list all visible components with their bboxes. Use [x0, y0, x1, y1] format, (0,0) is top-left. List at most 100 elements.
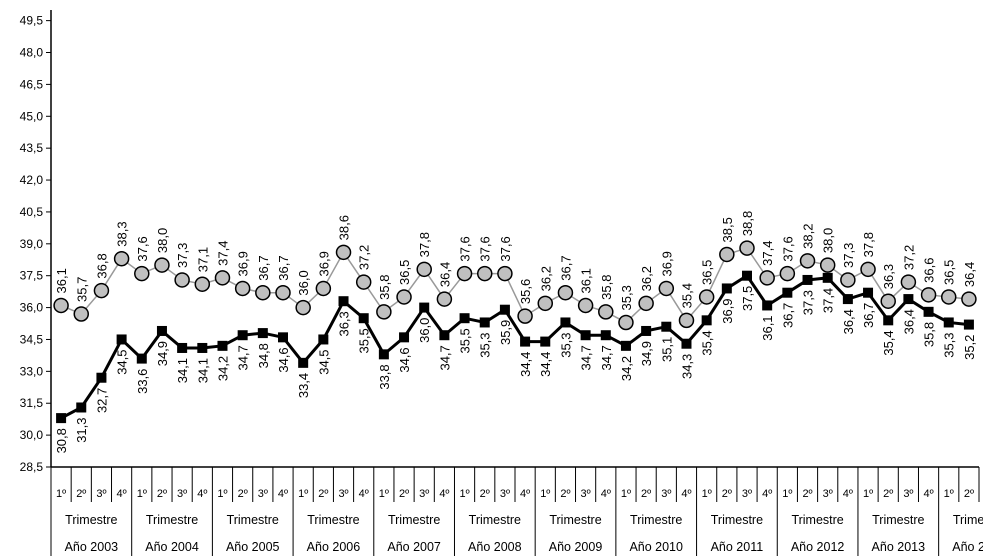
quarter-label: 1º [298, 488, 308, 500]
data-label: 36,5 [942, 260, 957, 285]
data-label: 38,6 [337, 215, 352, 240]
data-label: 36,8 [94, 253, 109, 278]
data-point [497, 265, 513, 282]
data-label: 38,8 [740, 211, 755, 236]
data-label: 34,6 [276, 347, 291, 372]
data-point [53, 297, 69, 314]
data-point [257, 328, 268, 339]
data-label: 34,2 [215, 356, 230, 381]
data-label: 36,9 [236, 251, 251, 276]
data-label: 33,8 [377, 364, 392, 389]
quarter-label: 3º [419, 488, 429, 500]
quarter-label: 4º [359, 488, 369, 500]
quarter-label: 1º [782, 488, 792, 500]
y-tick-label: 42,0 [20, 173, 44, 187]
data-label: 36,0 [417, 318, 432, 343]
quarter-label: 2º [480, 488, 490, 500]
trimestre-label: Trimestre [549, 513, 601, 527]
data-point [600, 330, 611, 341]
data-point [880, 293, 896, 309]
data-label: 35,9 [498, 320, 513, 345]
data-label: 37,6 [780, 236, 795, 261]
data-point [661, 321, 672, 332]
data-label: 36,3 [337, 311, 352, 336]
data-point [315, 280, 332, 297]
data-point [961, 291, 977, 307]
y-tick-label: 33,0 [20, 364, 44, 378]
data-label: 38,3 [115, 221, 130, 246]
data-label: 35,4 [881, 330, 896, 355]
data-point [762, 300, 773, 311]
year-label: Año 2004 [145, 540, 199, 554]
data-label: 36,6 [922, 258, 937, 283]
trimestre-label: Trimestre [227, 513, 279, 527]
data-label: 32,7 [94, 388, 109, 413]
data-label: 37,4 [760, 241, 775, 266]
data-point [237, 330, 248, 341]
data-point [217, 340, 228, 351]
data-point [234, 280, 251, 297]
data-point [782, 287, 793, 298]
data-label: 35,1 [659, 337, 674, 362]
data-point [883, 315, 894, 326]
year-label: Año 2006 [307, 540, 361, 554]
data-label: 35,4 [700, 330, 715, 355]
data-label: 34,6 [397, 347, 412, 372]
data-point [577, 297, 594, 314]
data-label: 37,2 [901, 245, 916, 270]
data-point [940, 289, 957, 305]
quarter-label: 3º [338, 488, 348, 500]
data-label: 36,4 [841, 309, 856, 334]
trimestre-label: Trimestre [872, 513, 924, 527]
data-point [214, 270, 231, 286]
data-label: 36,1 [760, 315, 775, 340]
y-tick-label: 28,5 [20, 460, 44, 474]
data-label: 37,2 [357, 245, 372, 270]
data-label: 34,1 [195, 358, 210, 383]
quarter-label: 4º [681, 488, 691, 500]
data-label: 34,2 [619, 356, 634, 381]
data-point [943, 317, 954, 328]
year-label: Año 2010 [629, 540, 683, 554]
data-label: 35,8 [922, 322, 937, 347]
data-label: 36,2 [538, 266, 553, 291]
data-point [116, 334, 127, 345]
data-point [822, 272, 833, 283]
data-label: 34,5 [115, 349, 130, 374]
data-label: 35,5 [458, 328, 473, 353]
trimestre-label: Trimestre [630, 513, 682, 527]
data-label: 34,4 [518, 352, 533, 377]
data-label: 36,9 [720, 298, 735, 323]
data-label: 36,9 [316, 251, 331, 276]
y-tick-label: 46,5 [20, 77, 44, 91]
quarter-label: 4º [843, 488, 853, 500]
data-label: 37,3 [801, 290, 816, 315]
data-label: 36,4 [901, 309, 916, 334]
y-axis: 28,5 30,0 31,5 33,0 34,5 36,0 37,5 39,0 40,5 42,0… [20, 10, 52, 474]
data-label: 34,8 [256, 343, 271, 368]
data-point [681, 338, 692, 349]
data-point [275, 284, 291, 301]
y-tick-label: 31,5 [20, 396, 44, 410]
y-tick-label: 37,5 [20, 269, 44, 283]
data-point [177, 342, 188, 353]
data-label: 37,3 [841, 243, 856, 268]
quarter-label: 2º [722, 488, 732, 500]
data-point [154, 257, 170, 273]
data-label: 35,8 [599, 275, 614, 300]
quarter-label: 1º [863, 488, 873, 500]
data-point [113, 250, 130, 267]
quarter-label: 1º [702, 488, 712, 500]
data-point [963, 319, 974, 330]
quarter-label: 2º [399, 488, 409, 500]
data-point [742, 270, 752, 281]
data-point [479, 317, 490, 328]
data-label: 36,7 [256, 255, 271, 280]
quarter-label: 4º [520, 488, 530, 500]
series-circle-line [60, 247, 969, 324]
data-point [76, 402, 87, 413]
data-point [376, 304, 392, 320]
year-label: Año 2005 [226, 540, 280, 554]
trimestre-label: Trimestre [469, 513, 521, 527]
